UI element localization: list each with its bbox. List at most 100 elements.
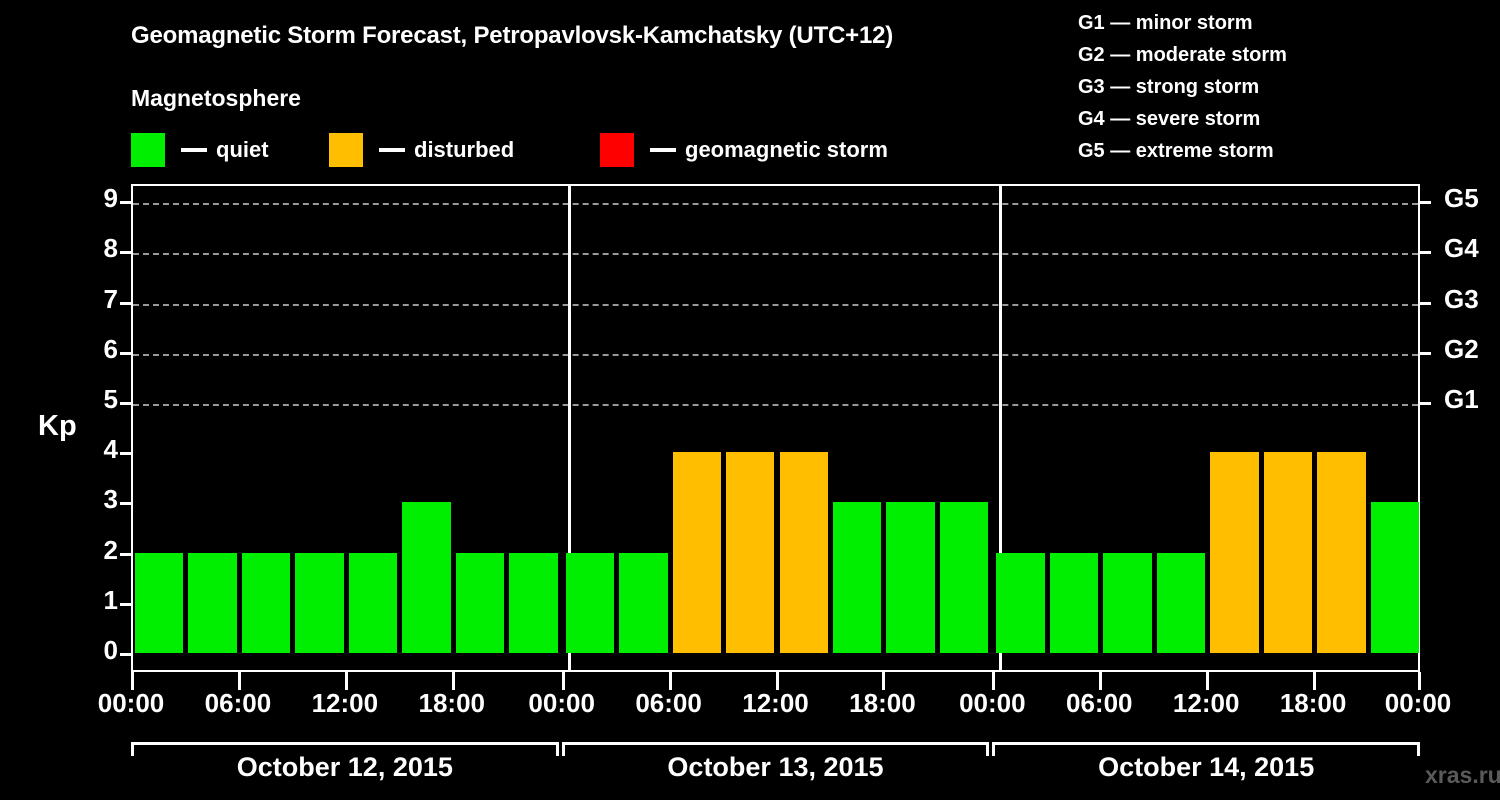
watermark: xras.ru: [1425, 762, 1500, 788]
storm-level-label-G2: G2: [1444, 333, 1479, 364]
x-tick-label-11: 18:00: [1279, 688, 1347, 718]
x-tick-label-7: 18:00: [849, 688, 916, 718]
bar-14: [886, 502, 935, 653]
x-tick-4: [561, 672, 565, 690]
x-tick-11: [1313, 672, 1317, 690]
storm-scale-legend: G1 — minor storm G2 — moderate storm G3 — …: [1078, 7, 1287, 167]
x-tick-label-12: 00:00: [1384, 688, 1452, 718]
storm-level-label-G4: G4: [1444, 233, 1479, 264]
y-tick-7: [120, 301, 131, 305]
y-tick-right-G1: [1420, 402, 1431, 405]
bar-4: [348, 552, 398, 653]
legend-item-disturbed: disturbed: [329, 132, 514, 168]
x-tick-label-0: 00:00: [97, 688, 165, 718]
bar-23: [1370, 502, 1419, 653]
y-tick-label-2: 2: [103, 534, 118, 565]
y-tick-label-0: 0: [103, 635, 118, 665]
y-tick-label-4: 4: [103, 434, 118, 465]
bar-12: [779, 452, 828, 653]
legend-dash-icon: [181, 148, 207, 152]
y-tick-0: [120, 653, 131, 656]
bar-13: [832, 502, 882, 653]
bar-8: [565, 552, 615, 653]
storm-level-label-G1: G1: [1444, 384, 1479, 414]
y-tick-label-9: 9: [103, 183, 118, 214]
page-title: Geomagnetic Storm Forecast, Petropavlovs…: [131, 22, 894, 49]
bar-11: [726, 452, 775, 653]
x-tick-label-2: 12:00: [311, 688, 379, 718]
x-tick-label-4: 00:00: [528, 688, 595, 718]
gridline-kp-5: [133, 404, 1418, 406]
gridline-kp-8: [133, 253, 1418, 256]
y-tick-5: [120, 402, 131, 405]
x-tick-1: [237, 672, 241, 690]
storm-level-label-G3: G3: [1444, 283, 1479, 314]
bar-0: [135, 552, 184, 653]
day-bracket-2: [561, 742, 990, 756]
y-tick-right-G4: [1420, 251, 1431, 255]
bar-10: [672, 452, 722, 653]
y-tick-9: [120, 201, 131, 205]
day-label-2: October 13, 2015: [667, 752, 884, 782]
y-tick-2: [120, 552, 131, 556]
x-tick-label-1: 06:00: [204, 688, 272, 718]
y-tick-label-6: 6: [103, 333, 118, 364]
y-tick-label-5: 5: [103, 384, 118, 414]
legend-item-geomagnetic-storm: geomagnetic storm: [600, 132, 888, 168]
y-tick-8: [120, 251, 131, 255]
bar-1: [188, 552, 237, 653]
bar-2: [241, 552, 291, 653]
bar-19: [1156, 552, 1206, 653]
y-axis-label: Kp: [38, 410, 77, 442]
storm-scale-row-2: G2 — moderate storm: [1078, 44, 1287, 66]
legend-heading: Magnetosphere: [131, 85, 301, 111]
bar-17: [1049, 552, 1099, 653]
x-tick-label-3: 18:00: [418, 688, 486, 718]
x-tick-label-9: 06:00: [1066, 688, 1133, 718]
y-tick-3: [120, 502, 131, 506]
legend-label-quiet: quiet: [216, 137, 269, 162]
day-bracket-3: [992, 742, 1420, 756]
legend-label-disturbed: disturbed: [414, 137, 515, 162]
day-separator: [999, 186, 1002, 670]
x-tick-8: [992, 672, 996, 690]
bar-15: [939, 502, 989, 653]
x-tick-label-5: 06:00: [635, 688, 702, 718]
legend-swatch-geomagnetic-storm: [600, 133, 634, 167]
x-tick-9: [1099, 672, 1103, 690]
x-tick-6: [775, 672, 779, 690]
y-tick-6: [120, 351, 131, 355]
legend-label-geomagnetic-storm: geomagnetic storm: [685, 137, 888, 162]
storm-scale-row-4: G4 — severe storm: [1078, 108, 1261, 130]
gridline-kp-6: [133, 353, 1418, 356]
legend-dash-icon: [650, 148, 676, 152]
legend-swatch-quiet: [131, 133, 165, 167]
day-separator: [568, 186, 571, 670]
y-tick-label-8: 8: [103, 233, 118, 264]
bar-series: [133, 186, 1419, 670]
bar-21: [1263, 452, 1313, 653]
bar-6: [455, 552, 505, 653]
y-tick-label-7: 7: [103, 283, 118, 314]
y-tick-right-G2: [1420, 351, 1431, 355]
gridline-kp-9: [133, 203, 1418, 206]
y-tick-right-G5: [1420, 201, 1431, 205]
x-tick-label-6: 12:00: [742, 688, 809, 718]
gridline-kp-7: [133, 303, 1418, 306]
day-label-1: October 12, 2015: [236, 752, 453, 782]
y-tick-right-G3: [1420, 301, 1431, 305]
y-tick-4: [120, 452, 131, 456]
x-tick-5: [668, 672, 672, 690]
storm-level-label-G5: G5: [1444, 183, 1479, 214]
storm-scale-row-3: G3 — strong storm: [1078, 76, 1260, 98]
plot-area: [131, 184, 1420, 672]
legend-swatch-disturbed: [329, 133, 363, 167]
x-tick-12: [1418, 672, 1421, 690]
y-tick-label-1: 1: [103, 584, 118, 615]
bar-7: [509, 552, 558, 653]
y-tick-label-3: 3: [103, 484, 118, 515]
storm-scale-row-5: G5 — extreme storm: [1078, 140, 1274, 162]
bar-16: [996, 552, 1045, 653]
x-tick-label-8: 00:00: [959, 688, 1026, 718]
